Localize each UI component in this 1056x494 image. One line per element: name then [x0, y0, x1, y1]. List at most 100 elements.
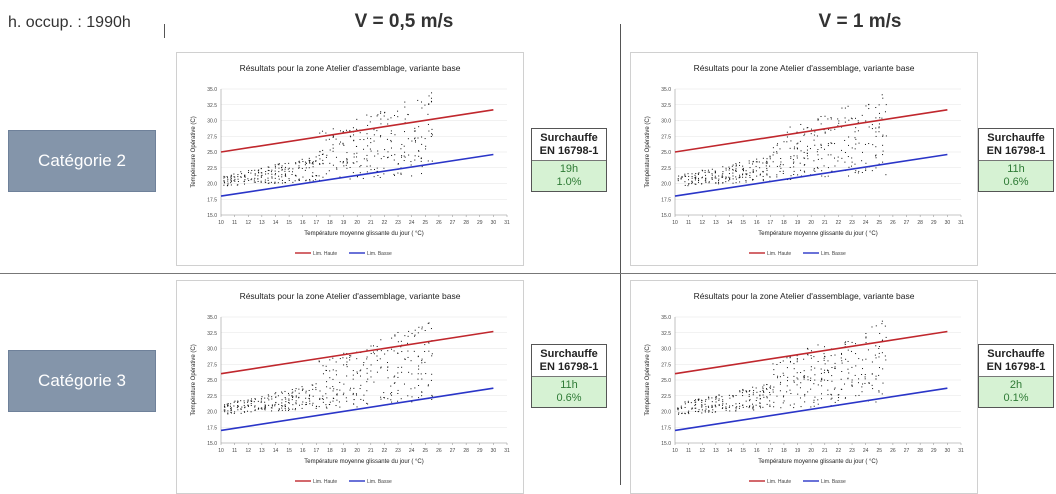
scatter-point — [345, 129, 347, 131]
legend-label: Lim. Basse — [367, 251, 392, 257]
scatter-point — [820, 116, 822, 118]
scatter-point — [779, 165, 781, 167]
scatter-point — [363, 139, 365, 141]
scatter-point — [881, 320, 883, 322]
y-tick-label: 22.5 — [207, 394, 217, 400]
scatter-point — [786, 131, 788, 133]
scatter-point — [278, 163, 280, 165]
scatter-point — [834, 157, 836, 159]
scatter-point — [752, 392, 754, 394]
scatter-point — [352, 127, 354, 129]
overheating-result: 11h 0.6% — [532, 377, 606, 407]
scatter-point — [343, 364, 345, 366]
scatter-point — [230, 408, 232, 410]
scatter-point — [763, 390, 765, 392]
scatter-point — [697, 398, 699, 400]
scatter-point — [285, 409, 287, 411]
scatter-point — [745, 390, 747, 392]
scatter-point — [803, 375, 805, 377]
scatter-point — [240, 408, 242, 410]
scatter-point — [428, 130, 430, 132]
scatter-point — [701, 404, 703, 406]
scatter-point — [346, 357, 348, 359]
scatter-point — [291, 395, 293, 397]
x-tick-label: 31 — [958, 448, 964, 454]
scatter-point — [769, 155, 771, 157]
scatter-point — [827, 370, 829, 372]
scatter-point — [318, 154, 320, 156]
x-tick-label: 24 — [863, 448, 869, 454]
scatter-point — [875, 375, 877, 377]
scatter-point — [397, 366, 399, 368]
scatter-point — [742, 388, 744, 390]
scatter-point — [250, 172, 252, 174]
scatter-point — [353, 153, 355, 155]
scatter-point — [807, 158, 809, 160]
x-tick-label: 25 — [877, 448, 883, 454]
scatter-point — [782, 164, 784, 166]
scatter-point — [391, 394, 393, 396]
lower-limit-line — [220, 387, 494, 432]
scatter-point — [349, 387, 351, 389]
scatter-point — [230, 175, 232, 177]
scatter-point — [224, 176, 226, 178]
lower-limit-line — [674, 153, 948, 197]
scatter-point — [749, 176, 751, 178]
scatter-point — [735, 408, 737, 410]
scatter-point — [688, 175, 690, 177]
scatter-point — [308, 395, 310, 397]
scatter-point — [844, 152, 846, 154]
scatter-point — [240, 400, 242, 402]
scatter-point — [742, 167, 744, 169]
scatter-point — [783, 400, 785, 402]
scatter-point — [420, 157, 422, 159]
scatter-point — [379, 136, 381, 138]
scatter-point — [809, 148, 811, 150]
scatter-point — [871, 373, 873, 375]
scatter-point — [783, 374, 785, 376]
scatter-point — [305, 390, 307, 392]
scatter-point — [834, 368, 836, 370]
scatter-point — [264, 405, 266, 407]
scatter-point — [854, 117, 856, 119]
scatter-point — [227, 178, 229, 180]
scatter-point — [363, 148, 365, 150]
scatter-point — [248, 170, 250, 172]
scatter-point — [677, 180, 679, 182]
scatter-point — [789, 166, 791, 168]
scatter-point — [380, 111, 382, 113]
scatter-point — [294, 409, 296, 411]
scatter-point — [366, 114, 368, 116]
scatter-point — [735, 410, 737, 412]
scatter-point — [417, 332, 419, 334]
y-tick-label: 22.5 — [661, 394, 671, 400]
scatter-point — [824, 115, 826, 117]
scatter-point — [393, 376, 395, 378]
scatter-point — [688, 179, 690, 181]
scatter-point — [868, 104, 870, 106]
scatter-point — [233, 173, 235, 175]
scatter-point — [752, 160, 754, 162]
scatter-point — [263, 408, 265, 410]
scatter-point — [254, 405, 256, 407]
y-tick-label: 22.5 — [207, 166, 217, 172]
scatter-point — [830, 355, 832, 357]
scatter-point — [332, 386, 334, 388]
scatter-point — [407, 113, 409, 115]
scatter-point — [356, 358, 358, 360]
scatter-point — [759, 394, 761, 396]
scatter-point — [817, 361, 819, 363]
x-tick-label: 10 — [218, 220, 224, 226]
scatter-point — [769, 165, 771, 167]
scatter-point — [834, 354, 836, 356]
scatter-point — [430, 328, 432, 330]
x-tick-label: 20 — [354, 448, 360, 454]
scatter-point — [691, 183, 693, 185]
scatter-point — [229, 405, 231, 407]
scatter-point — [766, 160, 768, 162]
scatter-point — [828, 372, 830, 374]
scatter-point — [855, 143, 857, 145]
scatter-point — [797, 378, 799, 380]
scatter-point — [420, 101, 422, 103]
scatter-point — [790, 140, 792, 142]
